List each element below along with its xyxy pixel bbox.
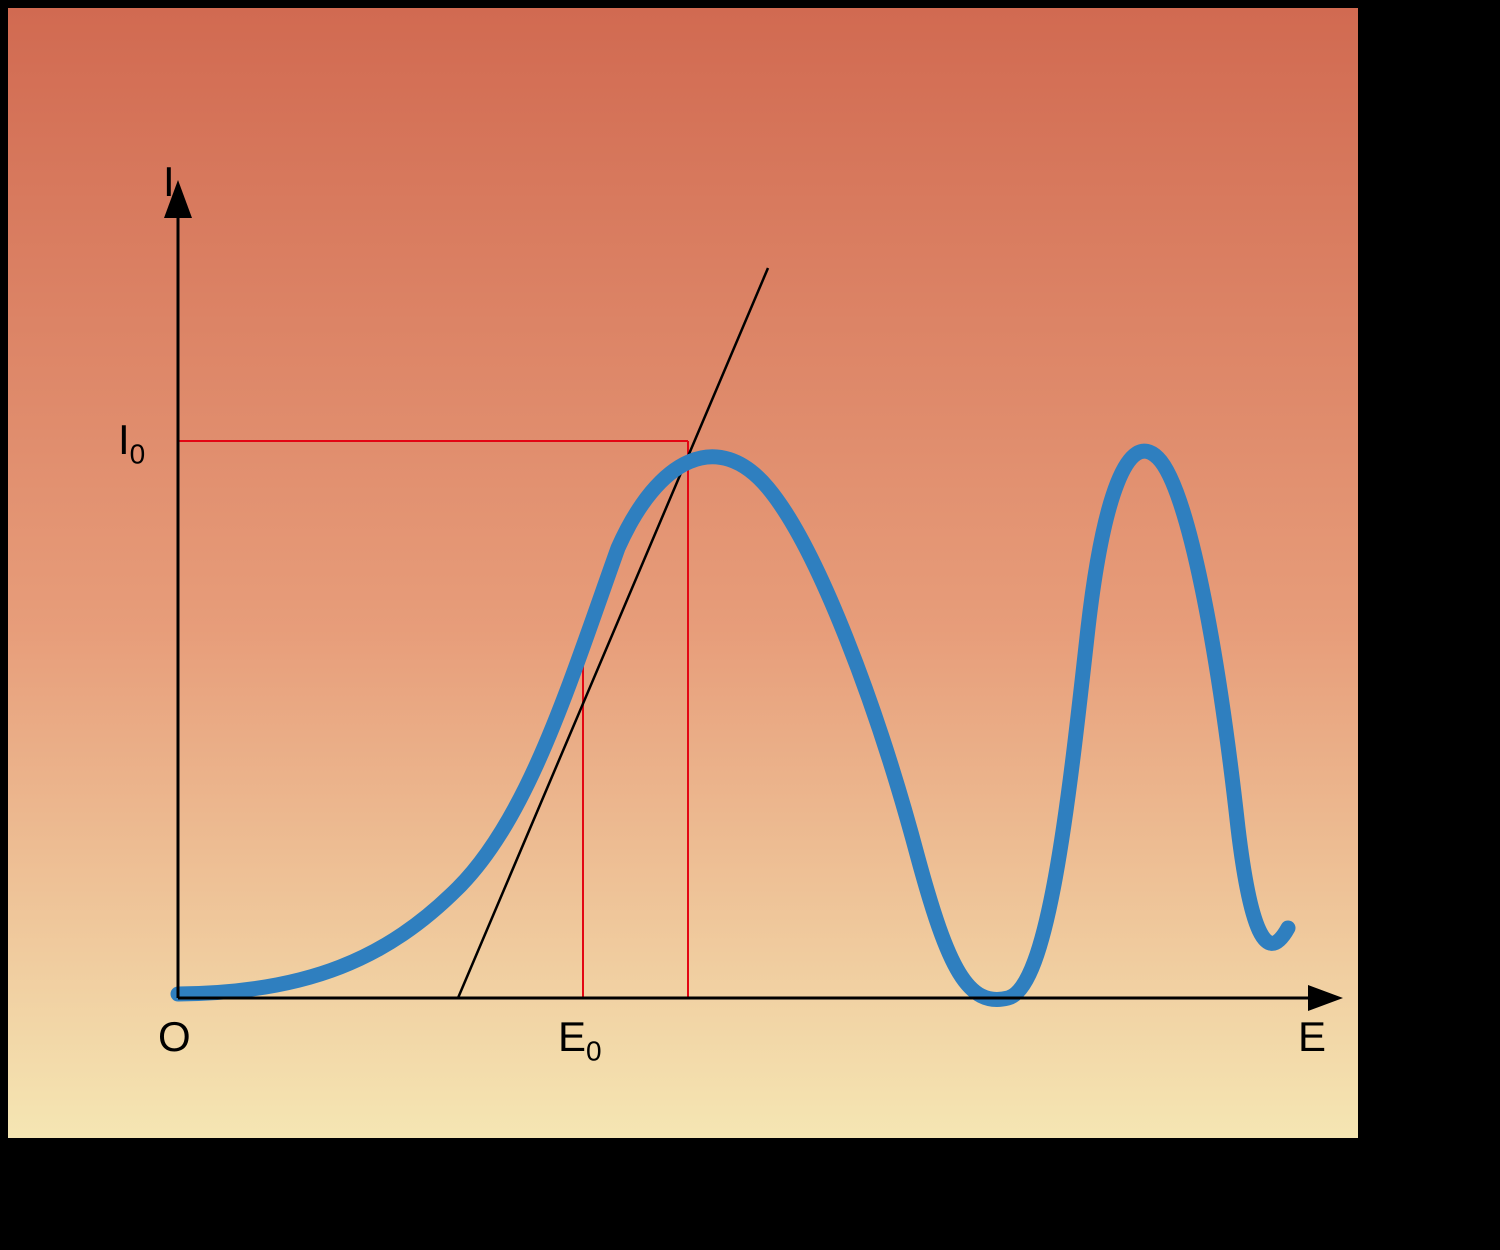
chart-background: [8, 8, 1358, 1138]
origin-label: O: [158, 1013, 191, 1061]
chart-container: O E I E0 I0: [8, 8, 1358, 1138]
y-tick-sub: 0: [130, 438, 146, 469]
chart-svg: [8, 8, 1358, 1138]
x-tick-main: E: [558, 1013, 586, 1060]
x-axis-label: E: [1298, 1013, 1326, 1061]
x-tick-label: E0: [558, 1013, 602, 1067]
y-tick-main: I: [118, 416, 130, 463]
y-tick-label: I0: [118, 416, 145, 470]
x-tick-sub: 0: [586, 1035, 602, 1066]
y-axis-label: I: [163, 158, 175, 206]
